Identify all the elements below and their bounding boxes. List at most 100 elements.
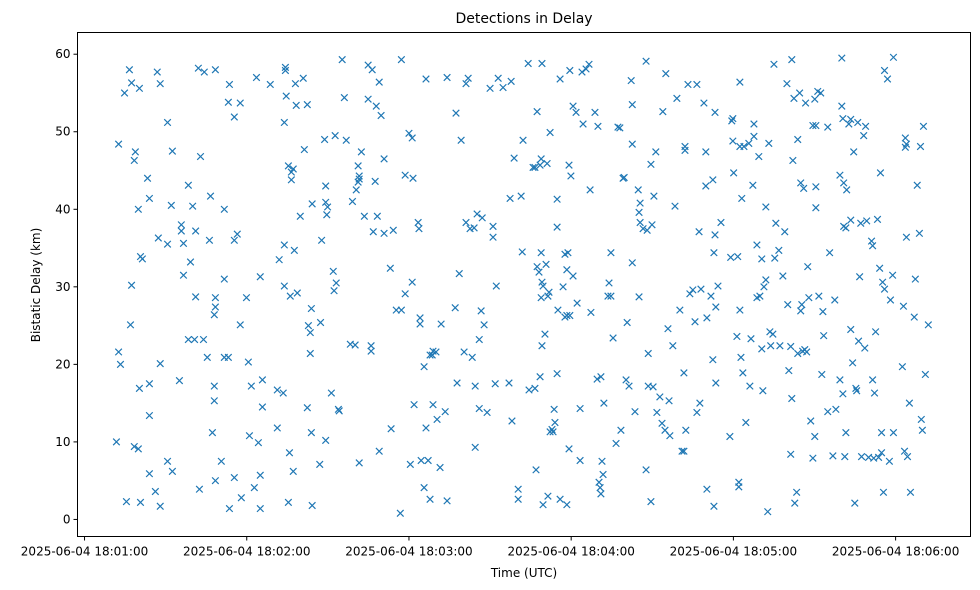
data-point <box>163 457 172 466</box>
data-point <box>475 404 483 413</box>
data-point <box>911 275 920 283</box>
data-point <box>586 186 594 194</box>
data-point <box>436 463 444 472</box>
data-point <box>177 221 186 229</box>
data-point <box>321 198 330 207</box>
data-point <box>220 275 229 283</box>
data-point <box>924 321 933 329</box>
data-point <box>652 148 660 156</box>
data-point <box>548 425 556 434</box>
data-point <box>433 415 441 424</box>
data-point <box>747 335 755 343</box>
data-point <box>280 118 289 127</box>
data-point <box>653 408 661 417</box>
data-point <box>122 497 131 506</box>
data-point <box>126 321 135 329</box>
data-point <box>665 397 673 405</box>
data-point <box>426 351 434 359</box>
data-point <box>127 79 136 87</box>
data-point <box>338 55 346 64</box>
data-point <box>457 136 465 145</box>
data-point <box>642 466 650 474</box>
data-point <box>676 306 684 314</box>
data-point <box>355 175 363 183</box>
data-point <box>224 98 233 107</box>
data-point <box>792 488 801 497</box>
data-point <box>635 208 643 217</box>
data-point <box>839 179 848 187</box>
data-point <box>151 487 160 496</box>
data-point <box>217 457 226 466</box>
data-point <box>408 278 416 286</box>
data-point <box>537 293 545 302</box>
data-point <box>710 502 718 510</box>
data-point <box>210 382 219 390</box>
data-point <box>300 145 309 154</box>
data-point <box>553 195 561 203</box>
data-point <box>916 142 925 151</box>
data-point <box>607 248 615 257</box>
y-tick-label: 40 <box>55 202 70 216</box>
data-point <box>836 376 844 384</box>
data-point <box>582 65 590 73</box>
data-point <box>888 271 897 279</box>
data-point <box>375 447 383 455</box>
data-point <box>529 163 537 172</box>
y-axis-label: Bistatic Delay (km) <box>29 228 43 343</box>
data-point <box>880 285 889 293</box>
data-point <box>369 228 377 236</box>
data-point <box>733 332 741 341</box>
data-point <box>131 148 140 156</box>
data-point <box>321 182 330 190</box>
data-point <box>541 330 549 338</box>
data-point <box>898 362 907 371</box>
data-point <box>499 83 507 92</box>
data-point <box>143 174 152 182</box>
data-point <box>746 382 754 390</box>
data-point <box>786 450 795 459</box>
data-point <box>179 271 188 279</box>
data-point <box>519 136 527 145</box>
data-point <box>684 80 692 89</box>
data-point <box>796 307 805 315</box>
data-point <box>355 172 363 180</box>
data-point <box>127 281 136 289</box>
data-point <box>836 171 844 179</box>
data-point <box>812 183 820 191</box>
data-point <box>284 498 293 507</box>
data-point <box>623 318 631 327</box>
data-point <box>910 313 918 321</box>
data-point <box>280 241 289 249</box>
data-point <box>539 500 547 509</box>
data-point <box>729 137 737 145</box>
data-point <box>494 74 502 82</box>
data-point <box>184 181 193 189</box>
data-point <box>729 169 738 177</box>
data-point <box>441 407 449 416</box>
x-tick-label: 2025-06-04 18:06:00 <box>832 545 959 559</box>
data-point <box>536 161 544 169</box>
data-point <box>417 456 425 465</box>
data-point <box>205 236 214 245</box>
data-point <box>824 407 832 416</box>
data-point <box>839 390 847 398</box>
data-point <box>470 224 478 232</box>
data-point <box>861 344 869 352</box>
data-point <box>852 384 860 393</box>
data-point <box>921 370 930 379</box>
data-point <box>707 292 715 300</box>
data-point <box>729 114 737 123</box>
data-point <box>200 68 209 76</box>
data-point <box>286 292 294 300</box>
data-point <box>783 79 791 88</box>
data-point <box>553 369 561 378</box>
data-point <box>550 405 558 414</box>
data-point <box>211 303 220 311</box>
data-point <box>211 65 220 74</box>
data-point <box>203 353 211 362</box>
data-point <box>867 237 876 245</box>
data-point <box>256 471 264 479</box>
data-point <box>303 100 312 109</box>
data-point <box>525 386 533 394</box>
data-point <box>594 122 602 131</box>
